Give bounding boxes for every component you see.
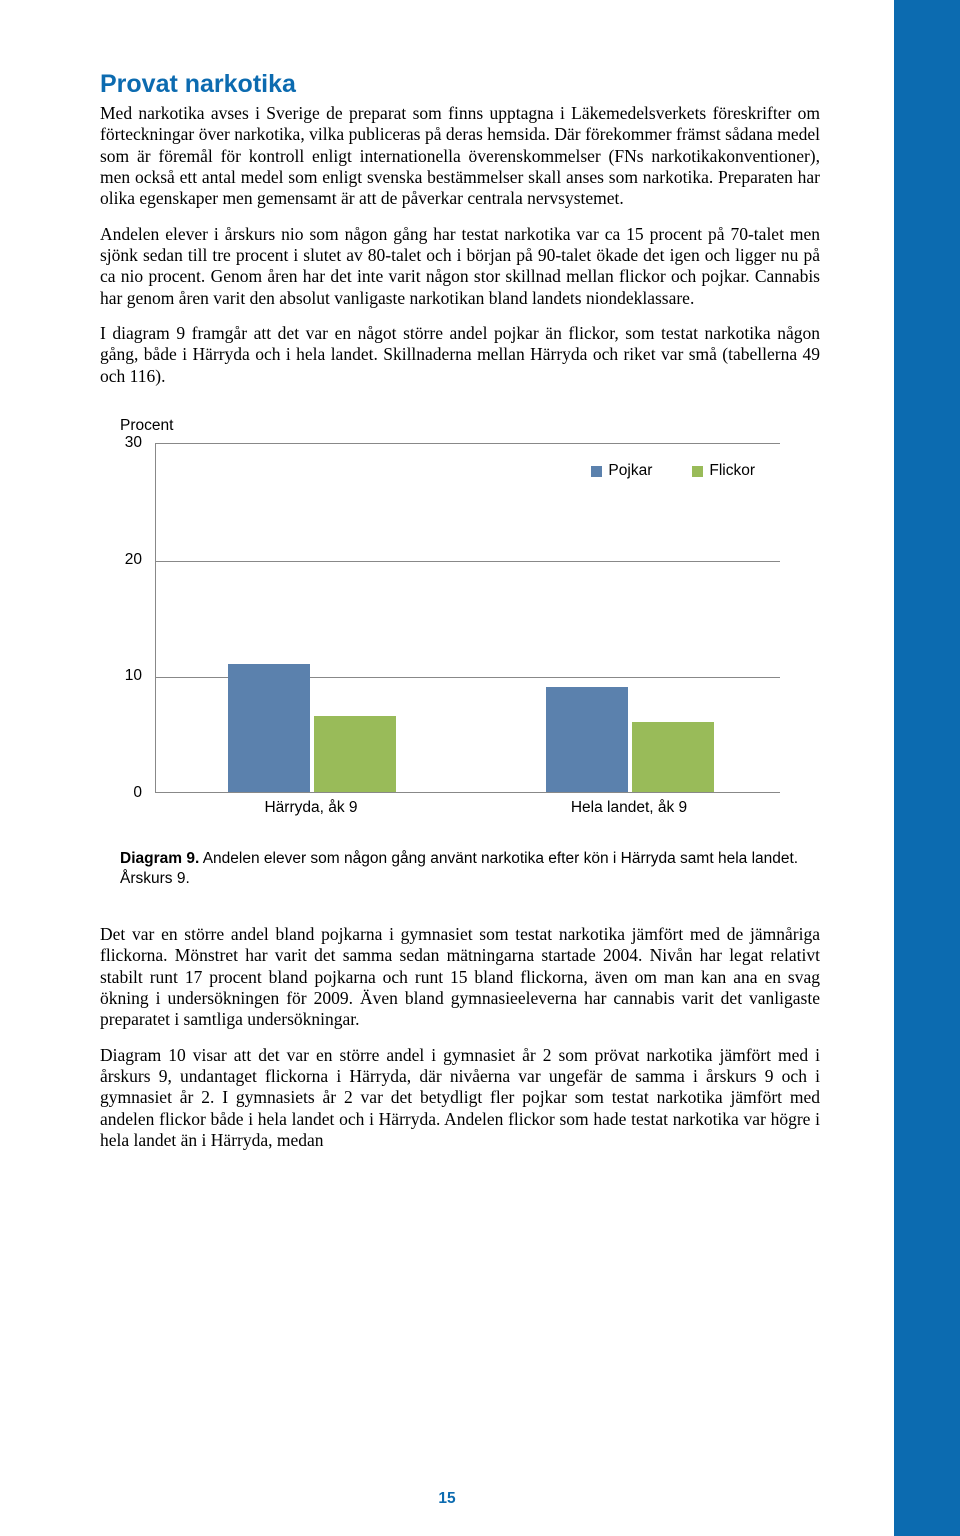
legend: Pojkar Flickor: [591, 462, 755, 480]
legend-label: Flickor: [709, 462, 755, 480]
bar: [546, 687, 628, 792]
section-heading: Provat narkotika: [100, 70, 820, 99]
y-tick-label: 30: [125, 434, 142, 452]
caption-bold: Diagram 9.: [120, 850, 199, 867]
paragraph-3: I diagram 9 framgår att det var en något…: [100, 323, 820, 387]
grid-line: [156, 561, 780, 562]
x-tick-label: Härryda, åk 9: [264, 799, 357, 817]
bar: [228, 664, 310, 792]
plot-area: Pojkar Flickor: [155, 443, 780, 793]
x-tick-label: Hela landet, åk 9: [571, 799, 687, 817]
y-tick-label: 0: [133, 784, 142, 802]
legend-label: Pojkar: [608, 462, 652, 480]
paragraph-5: Diagram 10 visar att det var en större a…: [100, 1045, 820, 1152]
legend-item: Pojkar: [591, 462, 652, 480]
y-tick-label: 20: [125, 551, 142, 569]
paragraph-4: Det var en större andel bland pojkarna i…: [100, 924, 820, 1031]
legend-swatch: [591, 466, 602, 477]
bar: [314, 716, 396, 792]
chart-caption: Diagram 9. Andelen elever som någon gång…: [120, 849, 800, 888]
caption-text: Andelen elever som någon gång använt nar…: [120, 850, 798, 886]
chart-block: Procent 0 10 20 30 Pojkar Flickor Härryda, å…: [120, 417, 800, 825]
page-content: Provat narkotika Med narkotika avses i S…: [100, 70, 820, 1165]
y-tick-label: 10: [125, 667, 142, 685]
x-axis-labels: Härryda, åk 9 Hela landet, åk 9: [155, 799, 780, 825]
y-axis-title: Procent: [120, 417, 800, 435]
legend-swatch: [692, 466, 703, 477]
y-ticks: 0102030: [120, 443, 150, 793]
legend-item: Flickor: [692, 462, 755, 480]
paragraph-2: Andelen elever i årskurs nio som någon g…: [100, 224, 820, 309]
paragraph-1: Med narkotika avses i Sverige de prepara…: [100, 103, 820, 210]
bar: [632, 722, 714, 792]
page-number: 15: [0, 1490, 894, 1508]
chart-area: 0102030 PojkarFlickor: [120, 443, 780, 793]
side-accent-bar: [894, 0, 960, 1536]
